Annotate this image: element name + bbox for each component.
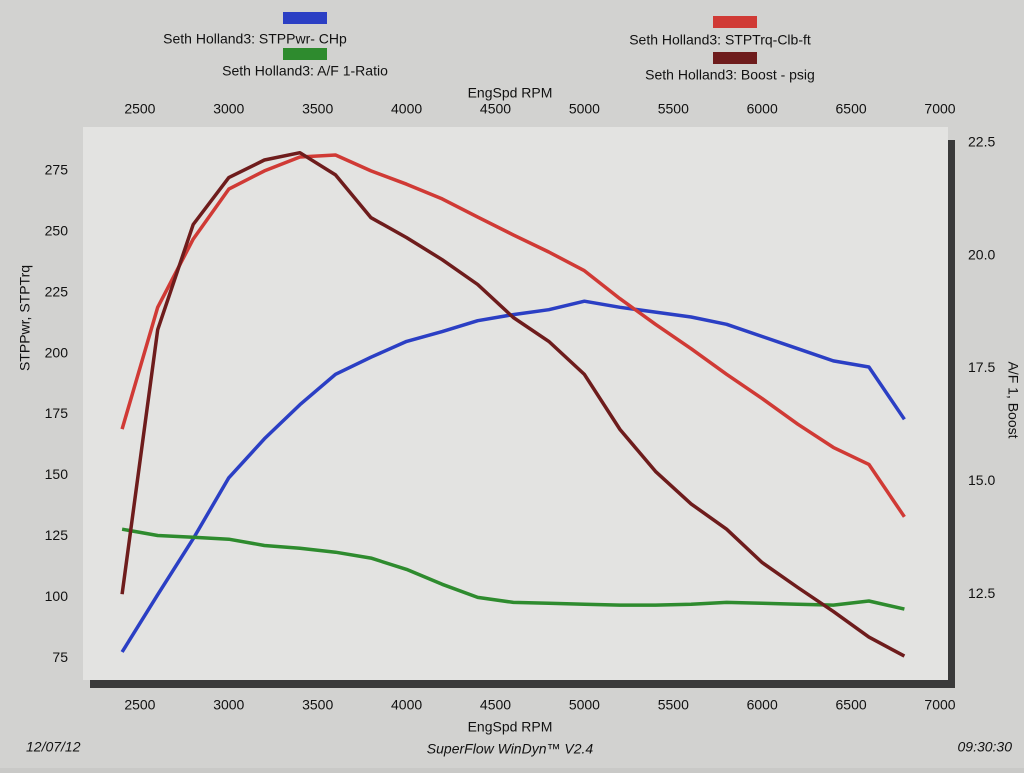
x-tick-label: 2500 <box>124 101 155 117</box>
y-tick-label: 250 <box>45 222 69 238</box>
x-tick-label: 6500 <box>836 697 867 713</box>
legend-swatch <box>283 48 327 60</box>
legend-swatch <box>713 16 757 28</box>
x-tick-label: 5500 <box>658 101 689 117</box>
x-tick-label: 6000 <box>747 697 778 713</box>
y-tick-label: 175 <box>45 405 69 421</box>
x-axis-label: EngSpd RPM <box>468 85 553 101</box>
y-tick-label: 125 <box>45 527 69 543</box>
y2-tick-label: 15.0 <box>968 472 995 488</box>
time: 09:30:30 <box>958 739 1013 755</box>
series-line <box>120 299 906 653</box>
x-tick-label: 5000 <box>569 697 600 713</box>
y-axis-label: STPPwr, STPTrq <box>17 265 33 371</box>
y2-tick-label: 12.5 <box>968 585 995 601</box>
x-axis-label: EngSpd RPM <box>468 719 553 735</box>
y-tick-label: 225 <box>45 283 69 299</box>
x-tick-label: 6000 <box>747 101 778 117</box>
y-tick-label: 200 <box>45 344 69 360</box>
y2-tick-label: 22.5 <box>968 134 995 150</box>
x-tick-label: 4500 <box>480 697 511 713</box>
x-tick-label: 7000 <box>924 697 955 713</box>
y-tick-label: 150 <box>45 466 69 482</box>
x-tick-label: 4000 <box>391 697 422 713</box>
legend-swatch <box>713 52 757 64</box>
x-tick-label: 4500 <box>480 101 511 117</box>
plot-area <box>83 127 948 680</box>
x-tick-label: 3000 <box>213 101 244 117</box>
x-tick-label: 6500 <box>836 101 867 117</box>
legend-label: Seth Holland3: Boost - psig <box>645 67 815 83</box>
y2-tick-label: 17.5 <box>968 359 995 375</box>
x-tick-label: 3500 <box>302 101 333 117</box>
x-tick-label: 2500 <box>124 697 155 713</box>
x-tick-label: 5500 <box>658 697 689 713</box>
x-tick-label: 3000 <box>213 697 244 713</box>
series-line <box>121 527 905 611</box>
x-tick-label: 5000 <box>569 101 600 117</box>
y-tick-label: 275 <box>45 162 69 178</box>
x-tick-label: 7000 <box>924 101 955 117</box>
y-tick-label: 75 <box>52 649 68 665</box>
plot-shadow <box>947 140 955 688</box>
legend-label: Seth Holland3: STPPwr- CHp <box>163 31 347 47</box>
series-line <box>120 150 906 658</box>
x-tick-label: 4000 <box>391 101 422 117</box>
legend-label: Seth Holland3: A/F 1-Ratio <box>222 63 388 79</box>
series-line <box>120 153 906 518</box>
x-tick-label: 3500 <box>302 697 333 713</box>
y-tick-label: 100 <box>45 588 69 604</box>
legend-swatch <box>283 12 327 24</box>
date: 12/07/12 <box>26 739 81 755</box>
software: SuperFlow WinDyn™ V2.4 <box>427 741 594 757</box>
legend-label: Seth Holland3: STPTrq-Clb-ft <box>629 32 811 48</box>
y2-tick-label: 20.0 <box>968 246 995 262</box>
plot-shadow <box>90 680 955 688</box>
y2-axis-label: A/F 1, Boost <box>1005 361 1021 438</box>
